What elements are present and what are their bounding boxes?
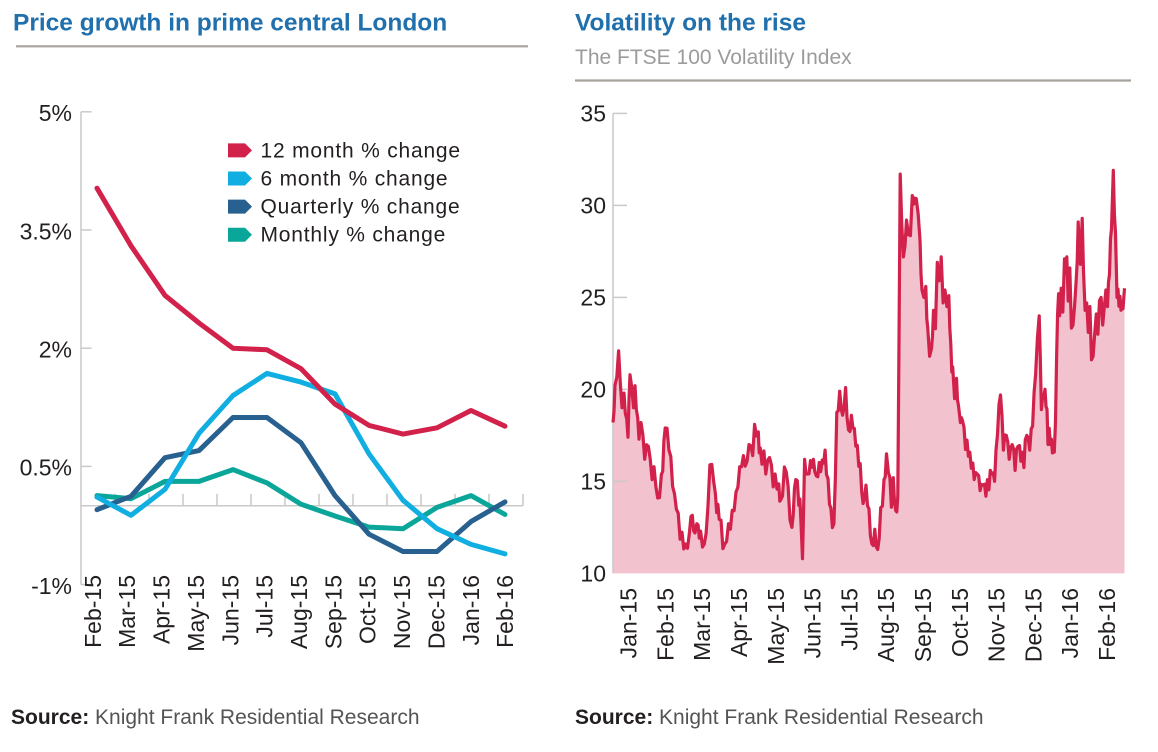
svg-text:Nov-15: Nov-15	[984, 588, 1010, 662]
svg-text:Jun-15: Jun-15	[800, 588, 826, 658]
svg-text:Nov-15: Nov-15	[389, 575, 415, 649]
svg-text:Mar-15: Mar-15	[689, 588, 715, 661]
svg-text:Feb-16: Feb-16	[492, 575, 518, 648]
svg-text:Aug-15: Aug-15	[873, 588, 899, 662]
svg-text:Apr-15: Apr-15	[726, 588, 752, 657]
svg-text:30: 30	[580, 193, 606, 219]
svg-text:10: 10	[580, 561, 606, 587]
svg-text:Mar-15: Mar-15	[114, 575, 140, 648]
svg-text:May-15: May-15	[183, 575, 209, 652]
svg-text:Feb-16: Feb-16	[1094, 588, 1120, 661]
svg-text:15: 15	[580, 469, 606, 495]
svg-text:Jun-15: Jun-15	[217, 575, 243, 645]
svg-text:35: 35	[580, 101, 606, 127]
svg-text:Dec-15: Dec-15	[423, 575, 449, 649]
svg-text:Sep-15: Sep-15	[320, 575, 346, 649]
svg-text:0.5%: 0.5%	[20, 455, 72, 481]
svg-text:Jul-15: Jul-15	[252, 575, 278, 638]
svg-text:2%: 2%	[39, 337, 72, 363]
svg-text:Sep-15: Sep-15	[910, 588, 936, 662]
svg-text:Apr-15: Apr-15	[149, 575, 175, 644]
svg-text:Monthly % change: Monthly % change	[261, 224, 447, 247]
svg-text:May-15: May-15	[763, 588, 789, 665]
svg-text:5%: 5%	[39, 100, 72, 126]
svg-text:Source: Knight Frank Residenti: Source: Knight Frank Residential Researc…	[11, 706, 420, 729]
svg-text:Oct-15: Oct-15	[355, 575, 381, 644]
svg-text:Quarterly % change: Quarterly % change	[261, 196, 461, 219]
svg-text:The FTSE 100 Volatility Index: The FTSE 100 Volatility Index	[575, 46, 852, 69]
svg-text:Jan-16: Jan-16	[458, 575, 484, 645]
svg-text:12 month % change: 12 month % change	[261, 139, 461, 162]
svg-text:20: 20	[580, 377, 606, 403]
svg-text:Volatility on the rise: Volatility on the rise	[575, 10, 806, 37]
svg-text:6 month % change: 6 month % change	[261, 168, 449, 191]
svg-text:Source: Knight Frank Residenti: Source: Knight Frank Residential Researc…	[575, 706, 984, 729]
svg-text:Aug-15: Aug-15	[286, 575, 312, 649]
svg-text:Jan-15: Jan-15	[616, 588, 642, 658]
svg-text:Feb-15: Feb-15	[652, 588, 678, 661]
svg-text:Dec-15: Dec-15	[1020, 588, 1046, 662]
svg-text:Price growth in prime central: Price growth in prime central London	[13, 10, 447, 37]
svg-text:Jul-15: Jul-15	[836, 588, 862, 651]
svg-text:-1%: -1%	[31, 573, 72, 599]
svg-text:25: 25	[580, 285, 606, 311]
svg-text:Feb-15: Feb-15	[80, 575, 106, 648]
svg-text:3.5%: 3.5%	[20, 218, 72, 244]
svg-text:Jan-16: Jan-16	[1057, 588, 1083, 658]
svg-text:Oct-15: Oct-15	[947, 588, 973, 657]
